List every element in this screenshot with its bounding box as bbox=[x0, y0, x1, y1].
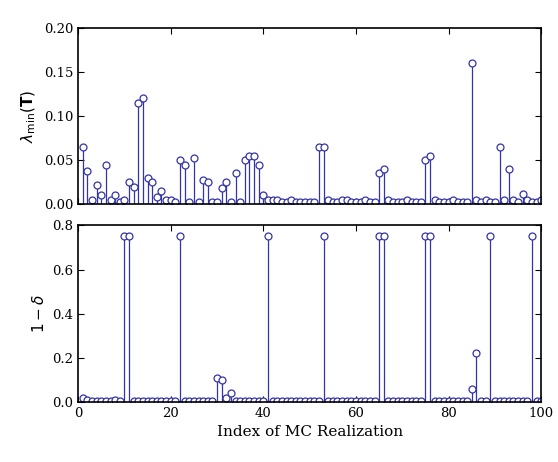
Y-axis label: $\lambda_{\min}(\mathbf{T})$: $\lambda_{\min}(\mathbf{T})$ bbox=[20, 89, 39, 143]
X-axis label: Index of MC Realization: Index of MC Realization bbox=[217, 426, 403, 439]
Y-axis label: $1 - \delta$: $1 - \delta$ bbox=[31, 294, 46, 333]
